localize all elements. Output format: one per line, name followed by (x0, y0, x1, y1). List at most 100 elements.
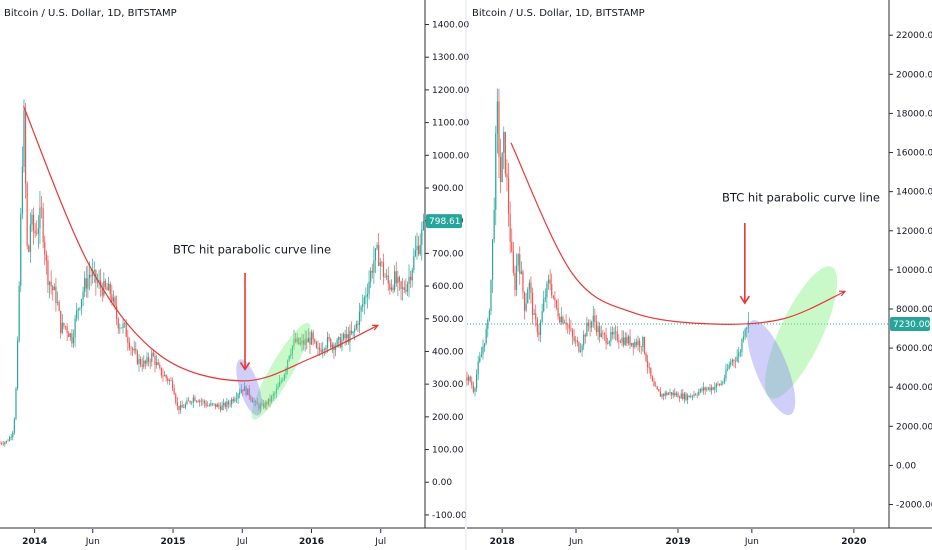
left-candle-body (178, 405, 180, 410)
left-candle-body (355, 323, 357, 329)
left-candle-body (50, 281, 52, 287)
left-candle-body (85, 278, 87, 289)
left-candle-body (140, 359, 142, 365)
right-candle-body (698, 391, 700, 395)
left-candle-body (422, 220, 425, 230)
left-candle-body (264, 402, 266, 408)
left-candle-body (167, 377, 169, 381)
left-candle-body (347, 334, 349, 343)
left-x-tick-label: 2016 (299, 537, 324, 547)
left-candle-body (100, 280, 102, 288)
left-y-tick-label: 700.00 (432, 249, 464, 259)
left-green-ellipse[interactable] (244, 317, 319, 424)
left-candle-body (55, 286, 57, 303)
right-candle-body (728, 364, 730, 369)
right-candle-body (583, 334, 585, 346)
left-candle-body (130, 348, 132, 349)
right-candle-body (650, 367, 652, 377)
left-candle-body (143, 360, 145, 367)
left-candle-body (187, 400, 190, 402)
left-candle-body (317, 347, 319, 349)
left-candle-body (151, 352, 153, 362)
left-candle-body (406, 284, 409, 292)
left-candle-body (299, 343, 301, 345)
right-green-ellipse[interactable] (751, 258, 850, 407)
left-candle-body (45, 254, 47, 261)
right-candle-body (635, 342, 638, 346)
right-candle-body (639, 340, 641, 347)
left-candle-body (149, 361, 151, 363)
left-candle-body (247, 388, 249, 395)
left-candle-body (64, 326, 67, 327)
left-candle-body (384, 276, 386, 278)
right-price-axis[interactable]: -2000.00 0.00 2000.00 4000.00 6000.00 8000.00… (889, 31, 932, 511)
left-candle-body (39, 207, 41, 229)
left-candle-body (242, 389, 244, 392)
left-badge-value: 798.61 (429, 217, 461, 227)
right-candle-body (562, 316, 564, 324)
left-candle-body (157, 362, 159, 365)
left-candle-body (272, 394, 274, 397)
right-candle-body (511, 241, 513, 252)
left-parabolic-curve[interactable] (22, 106, 379, 382)
left-candle-body (342, 333, 345, 340)
right-candle-body (678, 397, 681, 399)
left-x-tick-label: 2015 (161, 537, 186, 547)
left-candle-body (245, 386, 247, 395)
right-candle-body (704, 387, 706, 390)
left-candle-body (370, 270, 372, 282)
right-x-tick-label: 2020 (841, 537, 866, 547)
left-candle-body (208, 405, 210, 407)
left-candle-body (360, 306, 362, 312)
left-blue-ellipse[interactable] (231, 356, 268, 418)
right-candle-body (483, 343, 486, 347)
right-candle-body (555, 300, 558, 308)
left-candle-body (111, 294, 113, 302)
left-candle-body (124, 323, 126, 324)
left-candle-body (231, 399, 233, 405)
left-candle-body (116, 305, 118, 319)
right-candle-body (608, 341, 610, 344)
left-y-tick-label: 900.00 (432, 184, 464, 194)
left-y-tick-label: 300.00 (432, 380, 464, 390)
right-candle-body (725, 369, 727, 379)
right-candle-body (578, 342, 580, 352)
left-candles (0, 99, 425, 447)
right-candle-body (744, 328, 746, 337)
right-candle-body (651, 376, 654, 382)
left-candle-body (61, 322, 63, 334)
left-candle-body (216, 404, 218, 408)
right-candle-body (672, 392, 674, 396)
left-candle-body (279, 381, 281, 387)
left-candle-body (274, 393, 276, 395)
left-candle-body (354, 328, 356, 332)
left-time-axis[interactable]: 2014 Jun 2015 Jul 2016 Jul (22, 529, 386, 547)
left-candle-body (255, 401, 257, 403)
left-candle-body (419, 244, 421, 255)
left-candle-body (108, 283, 110, 291)
right-time-axis[interactable]: 2018 Jun 2019 Jun 2020 (490, 529, 867, 547)
right-candle-body (573, 336, 575, 341)
right-candle-body (493, 209, 495, 240)
right-candle-body (731, 360, 733, 363)
right-badge-background (890, 317, 930, 332)
left-candle-body (127, 336, 129, 343)
right-overlays (467, 142, 889, 421)
right-y-tick-label: 8000.00 (896, 305, 932, 315)
left-candle-body (320, 349, 322, 352)
left-candle-body (125, 323, 127, 337)
right-blue-ellipse[interactable] (737, 315, 804, 421)
right-parabolic-curve[interactable] (510, 142, 846, 325)
left-candle-body (119, 327, 121, 329)
left-y-tick-label: 400.00 (432, 347, 464, 357)
right-candle-body (655, 386, 657, 387)
right-candle-body (734, 361, 737, 362)
right-candle-body (656, 386, 658, 390)
right-candle-body (688, 395, 690, 398)
left-candle-body (7, 440, 9, 442)
right-badge-value: 7230.00 (893, 320, 930, 330)
right-candle-body (567, 324, 569, 326)
left-candle-body (322, 349, 324, 352)
right-candle-body (648, 367, 650, 368)
right-candle-body (715, 383, 717, 388)
